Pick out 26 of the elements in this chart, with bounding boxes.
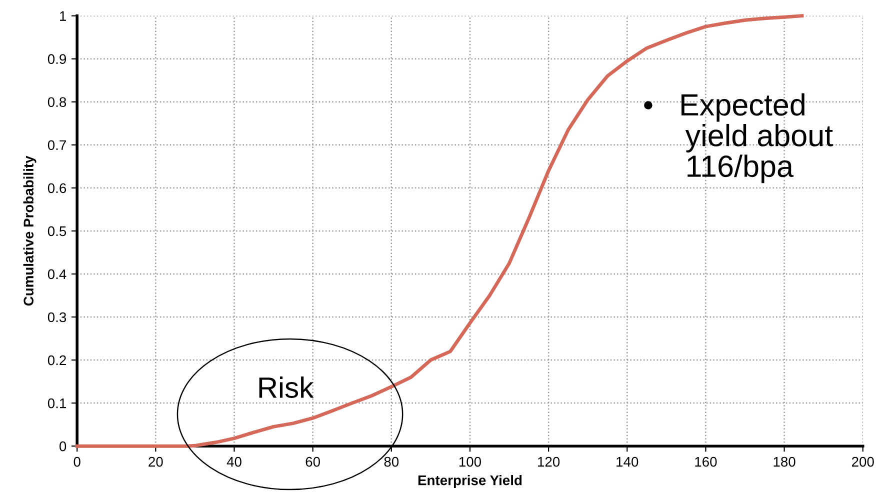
x-tick-label: 40	[226, 456, 242, 467]
y-tick-label: 0.3	[48, 312, 66, 322]
y-tick-label: 0	[59, 441, 66, 452]
y-tick-label: 0.2	[48, 355, 66, 366]
y-tick-label: 0.1	[48, 398, 66, 408]
annotation: • Expected yield about 116/bpa	[644, 93, 833, 184]
x-axis-title: Enterprise Yield	[418, 475, 522, 488]
y-tick-label: 0.8	[48, 97, 66, 108]
y-tick-label: 0.4	[48, 269, 66, 280]
x-tick-label: 100	[459, 456, 482, 467]
y-axis-title: Cumulative Probability	[23, 156, 36, 306]
x-tick-label: 120	[538, 456, 560, 467]
y-tick-label: 1	[60, 11, 66, 21]
y-tick-label: 0.9	[48, 54, 66, 64]
y-tick-label: 0.6	[48, 183, 66, 194]
x-tick-label: 60	[306, 456, 320, 467]
x-tick-label: 200	[852, 456, 874, 467]
y-tick-label: 0.7	[48, 140, 66, 150]
annotation: Risk	[259, 376, 314, 398]
x-tick-label: 160	[695, 456, 717, 467]
x-tick-label: 20	[148, 456, 163, 467]
x-tick-label: 140	[616, 456, 638, 467]
x-tick-label: 180	[774, 456, 796, 467]
y-tick-label: 0.5	[48, 226, 66, 236]
x-tick-label: 80	[384, 456, 399, 467]
x-tick-label: 0	[74, 456, 80, 467]
